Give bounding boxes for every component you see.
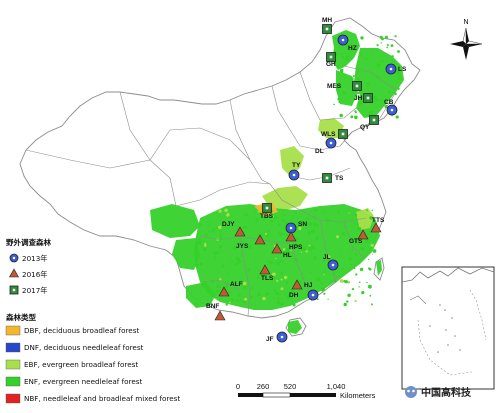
site-tts: TTS	[370, 217, 385, 233]
site-label-gh: GH	[326, 61, 336, 68]
survey-sites: MHHZGHLSMESJHCBQYWLSDLTYTSTBSSNDJYJYSHLH…	[206, 17, 407, 343]
site-dl: DL	[315, 137, 337, 155]
legend-year-2017: 2017年	[9, 285, 47, 295]
site-label-alf: ALF	[230, 281, 243, 288]
legend-survey-title: 野外调查森林	[6, 237, 51, 247]
site-label-bnf: BNF	[206, 303, 219, 310]
site-label-hj: HJ	[304, 282, 313, 289]
site-marker-triangle	[357, 229, 369, 240]
site-gts: GTS	[349, 229, 369, 245]
legend-forest-title: 森林类型	[6, 312, 36, 322]
site-hj: HJ	[291, 279, 313, 290]
site-marker-triangle	[285, 231, 297, 242]
site-label-ts: TS	[335, 175, 344, 182]
legend-forest-nbf-label: NBF, needleleaf and broadleaf mixed fore…	[24, 394, 180, 403]
site-label-hps: HPS	[289, 244, 303, 251]
legend: 野外调查森林 2013年 2016年 2017年 森林类型 DBF, decid…	[5, 237, 180, 404]
site-marker-triangle	[254, 234, 266, 245]
site-label-sn: SN	[298, 221, 307, 228]
site-gh: GH	[326, 52, 336, 68]
site-marker-triangle	[218, 286, 230, 297]
north-arrow: N	[450, 19, 483, 60]
scale-label-520: 520	[284, 382, 297, 391]
site-marker-triangle	[271, 243, 283, 254]
site-alf: ALF	[218, 281, 243, 297]
legend-forest-ebf: EBF, evergreen broadleaf forest	[5, 359, 138, 370]
legend-forest-ebf-label: EBF, evergreen broadleaf forest	[24, 360, 138, 369]
watermark-text: 中国高科技	[421, 386, 472, 399]
legend-forest-enf: ENF, evergreen needleleaf forest	[5, 376, 143, 387]
legend-year-2013: 2013年	[9, 253, 47, 263]
site-label-gts: GTS	[349, 238, 363, 245]
site-label-cb: CB	[384, 99, 394, 106]
site-label-mes: MES	[327, 83, 342, 90]
legend-forest-dnf: DNF, deciduous needleleaf forest	[5, 342, 144, 353]
site-ts: TS	[322, 173, 344, 183]
site-label-djy: DJY	[222, 221, 235, 228]
scale-label-1040: 1,040	[327, 382, 346, 391]
site-marker-triangle	[234, 226, 246, 237]
legend-year-2013-label: 2013年	[22, 254, 47, 263]
legend-forest-nbf: NBF, needleleaf and broadleaf mixed fore…	[5, 393, 180, 404]
scale-label-0: 0	[236, 382, 240, 391]
site-label-jys: JYS	[236, 243, 249, 250]
watermark: 中国高科技	[405, 386, 472, 399]
site-label-hl: HL	[283, 252, 292, 259]
site-label-mh: MH	[322, 17, 332, 24]
site-label-wls: WLS	[321, 131, 336, 138]
site-mh: MH	[322, 17, 332, 34]
scale-label-260: 260	[257, 382, 270, 391]
site-label-hz: HZ	[348, 45, 357, 52]
site-cb: CB	[384, 99, 398, 116]
site-jl: JL	[323, 254, 339, 271]
site-jys: JYS	[236, 234, 266, 250]
site-label-dh: DH	[289, 292, 299, 299]
site-marker-triangle	[370, 222, 382, 233]
site-label-dl: DL	[315, 148, 324, 155]
legend-forest-enf-label: ENF, evergreen needleleaf forest	[24, 377, 143, 386]
site-label-tbs: TBS	[260, 213, 274, 220]
site-tls: TLS	[259, 264, 274, 282]
scale-bar: 0 260 520 1,040 Kilometers	[236, 382, 376, 400]
site-djy: DJY	[222, 221, 246, 237]
legend-year-2017-label: 2017年	[22, 286, 47, 295]
site-wls: WLS	[321, 129, 348, 139]
site-tbs: TBS	[260, 203, 274, 220]
scale-unit: Kilometers	[340, 391, 376, 400]
south-china-sea-inset	[401, 266, 495, 390]
site-marker-triangle	[214, 310, 226, 321]
site-dh: DH	[289, 289, 319, 301]
site-label-jh: JH	[354, 95, 363, 102]
site-label-tts: TTS	[372, 217, 385, 224]
site-mes: MES	[327, 81, 362, 91]
legend-forest-dbf-label: DBF, deciduous broadleaf forest	[24, 326, 139, 335]
site-hps: HPS	[285, 231, 303, 251]
site-ty: TY	[288, 162, 301, 181]
site-hl: HL	[271, 243, 292, 259]
north-label: N	[463, 19, 468, 26]
site-jh: JH	[354, 93, 373, 103]
site-jf: JF	[266, 331, 288, 343]
legend-year-2016: 2016年	[8, 268, 47, 279]
site-label-jf: JF	[266, 336, 274, 343]
site-label-tls: TLS	[261, 275, 274, 282]
site-bnf: BNF	[206, 303, 226, 321]
site-ls: LS	[385, 63, 407, 75]
legend-forest-dbf: DBF, deciduous broadleaf forest	[5, 325, 139, 336]
site-label-jl: JL	[323, 254, 331, 261]
site-marker-triangle	[291, 279, 303, 290]
legend-year-2016-label: 2016年	[22, 270, 47, 279]
site-marker-triangle	[259, 264, 271, 275]
site-label-ls: LS	[398, 66, 407, 73]
province-borders	[25, 65, 397, 317]
legend-forest-dnf-label: DNF, deciduous needleleaf forest	[24, 343, 144, 352]
site-qy: QY	[360, 115, 379, 131]
site-label-qy: QY	[360, 124, 370, 131]
site-hz: HZ	[337, 34, 357, 52]
site-label-ty: TY	[292, 162, 301, 169]
